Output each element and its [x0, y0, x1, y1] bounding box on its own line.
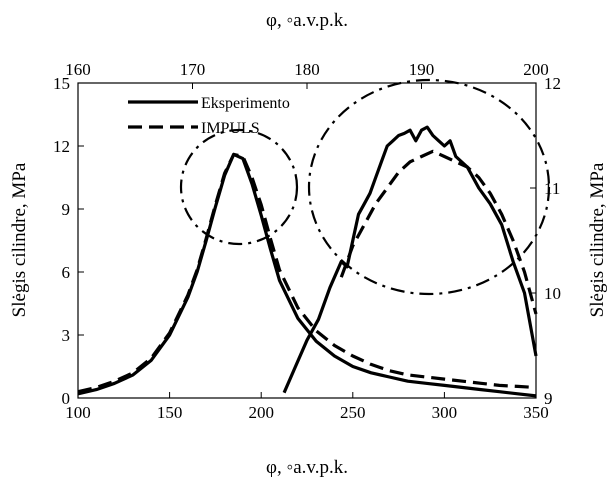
y-right-tick-label: 11 — [544, 179, 560, 198]
legend-label-eksperimento: Eksperimento — [201, 95, 290, 112]
y-right-tick-label: 9 — [544, 389, 553, 408]
y-left-tick-label: 6 — [62, 263, 71, 282]
y-left-tick-label: 12 — [53, 137, 70, 156]
x-bottom-tick-label: 250 — [340, 403, 366, 422]
y-right-tick-label: 10 — [544, 284, 561, 303]
y-left-axis-label: Slėgis cilindre, MPa — [9, 162, 30, 317]
x-top-axis-label: φ, ◦a.v.p.k. — [266, 10, 348, 31]
eksperimento-bottom-left-series-line — [77, 152, 537, 398]
x-top-tick-label: 180 — [294, 60, 320, 79]
impuls-bottom-left-series-line — [77, 152, 537, 394]
y-left-tick-label: 9 — [62, 200, 71, 219]
x-top-tick-label: 190 — [409, 60, 435, 79]
x-top-tick-label: 170 — [180, 60, 206, 79]
x-bottom-tick-label: 150 — [157, 403, 183, 422]
y-right-axis-label: Slėgis cilindre, MPa — [587, 162, 608, 317]
x-bottom-tick-label: 350 — [523, 403, 549, 422]
x-bottom-tick-label: 200 — [248, 403, 274, 422]
x-top-tick-label: 160 — [65, 60, 91, 79]
x-bottom-tick-label: 100 — [65, 403, 91, 422]
y-right-tick-label: 12 — [544, 74, 561, 93]
eksperimento-top-right-series-line — [282, 125, 538, 394]
impuls-top-right-series-line — [339, 149, 538, 315]
highlight-circle-right — [307, 78, 551, 296]
plot-frame — [77, 82, 537, 399]
y-left-tick-label: 15 — [53, 74, 70, 93]
highlight-circle-left — [179, 128, 299, 246]
x-bottom-axis-label: φ, ◦a.v.p.k. — [266, 457, 348, 478]
legend-label-impuls: IMPULS — [201, 120, 260, 137]
y-left-tick-label: 0 — [62, 389, 71, 408]
y-left-tick-label: 3 — [62, 326, 71, 345]
x-bottom-tick-label: 300 — [432, 403, 458, 422]
x-top-tick-label: 200 — [523, 60, 549, 79]
